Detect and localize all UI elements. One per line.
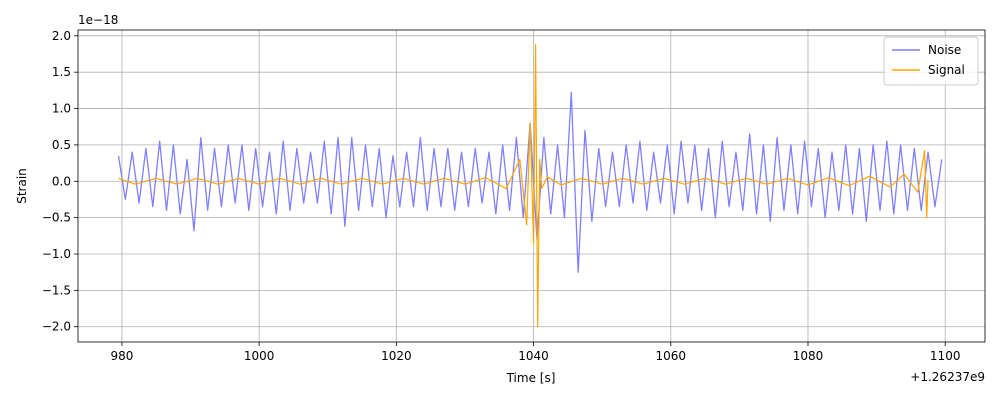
- y-tick-label: 1.5: [52, 65, 71, 79]
- y-tick-label: 2.0: [52, 29, 71, 43]
- x-tick-label: 980: [110, 349, 133, 363]
- x-tick-label: 1080: [793, 349, 824, 363]
- legend: Noise Signal: [883, 36, 979, 86]
- legend-frame: [883, 36, 979, 86]
- y-tick-label: −1.0: [42, 247, 71, 261]
- series-line: [118, 43, 929, 328]
- plot-frame: [77, 29, 986, 343]
- legend-label: Signal: [928, 63, 965, 77]
- y-tick-label: −1.5: [42, 283, 71, 297]
- legend-label: Noise: [928, 43, 961, 57]
- x-tick-label: 1100: [930, 349, 961, 363]
- y-axis-label: Strain: [15, 168, 29, 204]
- y-tick-label: 0.5: [52, 138, 71, 152]
- x-tick-label: 1000: [244, 349, 275, 363]
- x-axis-label: Time [s]: [506, 371, 556, 385]
- x-tick-label: 1060: [656, 349, 687, 363]
- y-tick-label: −2.0: [42, 320, 71, 334]
- y-tick-label: 0.0: [52, 174, 71, 188]
- y-tick-label: −0.5: [42, 211, 71, 225]
- x-offset-text: +1.26237e9: [910, 370, 985, 384]
- y-tick-label: 1.0: [52, 102, 71, 116]
- x-tick-label: 1020: [381, 349, 412, 363]
- x-tick-label: 1040: [518, 349, 549, 363]
- y-offset-text: 1e−18: [78, 13, 118, 27]
